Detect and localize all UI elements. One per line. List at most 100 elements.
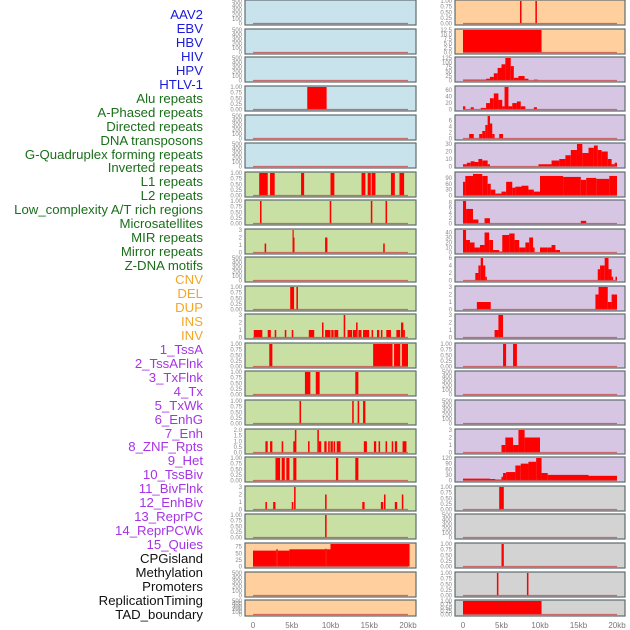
right-bar: [597, 269, 601, 281]
left-bar: [253, 550, 277, 567]
left-ytick-label: 1.00: [230, 342, 242, 348]
left-ytick-label: 0.25: [230, 359, 242, 365]
right-bar: [600, 265, 605, 281]
left-bar: [291, 502, 294, 510]
right-bar: [515, 465, 521, 481]
right-ytick-label: 1: [449, 300, 453, 306]
left-ytick-label: 0.75: [230, 462, 242, 468]
left-ytick-label: 100: [232, 274, 243, 280]
right-bar: [482, 175, 488, 196]
left-xtick-label: 5kb: [285, 621, 298, 630]
left-ytick-label: 400: [232, 602, 243, 608]
left-bar: [289, 549, 326, 567]
left-ytick-label: 2: [239, 493, 243, 499]
left-ytick-label: 500: [232, 571, 243, 577]
right-ytick-label: 0: [449, 336, 453, 342]
right-bar: [489, 479, 496, 481]
left-panel: [244, 114, 417, 141]
left-ytick-label: 200: [232, 607, 243, 613]
left-ytick-label: 300: [232, 37, 243, 43]
left-ytick-label: 0: [239, 613, 243, 619]
right-ytick-label: 0: [449, 108, 453, 114]
right-ytick-label: 0.00: [440, 22, 452, 28]
left-xtick-label: 0: [251, 621, 256, 630]
right-ytick-label: 300: [442, 408, 453, 414]
track-label: INS: [181, 313, 203, 329]
right-bar: [466, 208, 474, 224]
right-ytick-label: 500: [442, 513, 453, 519]
right-ytick-label: 30: [445, 188, 452, 194]
right-ytick-label: 30: [445, 142, 452, 148]
left-bar: [267, 330, 271, 338]
left-bar: [330, 544, 410, 567]
right-ytick-label: 3: [449, 285, 453, 291]
right-ytick-label: 200: [442, 384, 453, 390]
left-ytick-label: 100: [232, 74, 243, 80]
track-label: A-Phased repeats: [97, 104, 203, 120]
right-ytick-label: 500: [442, 370, 453, 376]
left-ytick-label: 200: [232, 128, 243, 134]
right-ytick-label: 2.5: [444, 46, 453, 52]
left-bar: [291, 330, 294, 338]
right-bar: [588, 147, 594, 167]
track-label: 9_Het: [167, 453, 203, 469]
track-label: 5_TxWk: [154, 397, 203, 413]
left-ytick-label: 0.75: [230, 348, 242, 354]
right-bar: [524, 437, 540, 453]
left-bar: [394, 502, 398, 510]
left-ytick-label: 1.00: [230, 285, 242, 291]
right-bar: [499, 134, 504, 139]
right-bar: [494, 330, 499, 338]
right-panel: [454, 85, 626, 112]
right-ytick-label: 0: [449, 451, 453, 457]
right-bar: [470, 161, 475, 167]
left-bar: [301, 173, 305, 196]
left-ytick-label: 0: [239, 165, 243, 171]
right-bar: [615, 276, 617, 281]
left-bar: [390, 173, 395, 196]
left-bar: [326, 549, 331, 567]
right-panel: [454, 342, 626, 369]
right-ytick-label: 0.50: [440, 582, 452, 588]
right-ytick-label: 125: [442, 56, 453, 62]
left-ytick-label: 1: [239, 328, 243, 334]
right-ytick-label: 1.00: [440, 485, 452, 491]
left-ytick-label: 300: [232, 8, 243, 14]
left-bar: [274, 330, 277, 338]
left-ytick-label: 0: [239, 279, 243, 285]
right-bar: [490, 189, 496, 196]
left-bar: [363, 401, 366, 424]
right-bar: [595, 294, 599, 310]
right-bar: [466, 240, 470, 253]
right-bar: [503, 344, 507, 367]
right-bar: [496, 573, 499, 596]
right-bar: [520, 463, 529, 481]
left-bar: [380, 330, 383, 338]
left-ytick-label: 200: [232, 270, 243, 276]
right-ytick-label: 120: [442, 456, 453, 462]
right-ytick-label: 100: [442, 417, 453, 423]
right-bar: [484, 232, 490, 253]
right-ytick-label: 300: [442, 522, 453, 528]
track-label: Alu repeats: [136, 90, 203, 106]
right-ytick-label: 100: [442, 61, 453, 67]
right-ytick-label: 0.75: [440, 577, 452, 583]
left-bar: [270, 173, 275, 196]
left-bar: [294, 430, 297, 453]
right-bar: [521, 185, 529, 196]
right-ytick-label: 2: [449, 293, 453, 299]
right-bar: [540, 247, 548, 253]
left-bar: [277, 550, 290, 567]
right-ytick-label: 0.50: [440, 10, 452, 16]
left-ytick-label: 500: [232, 28, 243, 34]
left-ytick-label: 0.25: [230, 188, 242, 194]
left-ytick-label: 0.50: [230, 524, 242, 530]
right-ytick-label: 1.00: [440, 0, 452, 5]
right-bar: [547, 247, 552, 253]
right-ytick-label: 1.00: [440, 599, 452, 605]
right-ytick-label: 60: [445, 88, 452, 94]
track-label: Microsatellites: [119, 216, 203, 232]
left-ytick-label: 2: [239, 321, 243, 327]
right-bar: [508, 106, 513, 110]
